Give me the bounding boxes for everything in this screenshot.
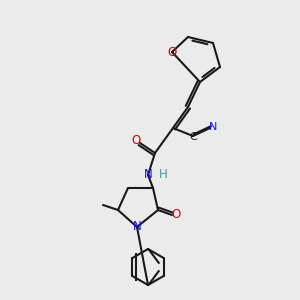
- Text: N: N: [144, 169, 152, 182]
- Text: H: H: [159, 169, 167, 182]
- Text: O: O: [171, 208, 181, 220]
- Text: C: C: [189, 132, 197, 142]
- Text: O: O: [167, 46, 177, 59]
- Text: N: N: [209, 122, 217, 132]
- Text: N: N: [133, 220, 141, 233]
- Text: O: O: [131, 134, 141, 148]
